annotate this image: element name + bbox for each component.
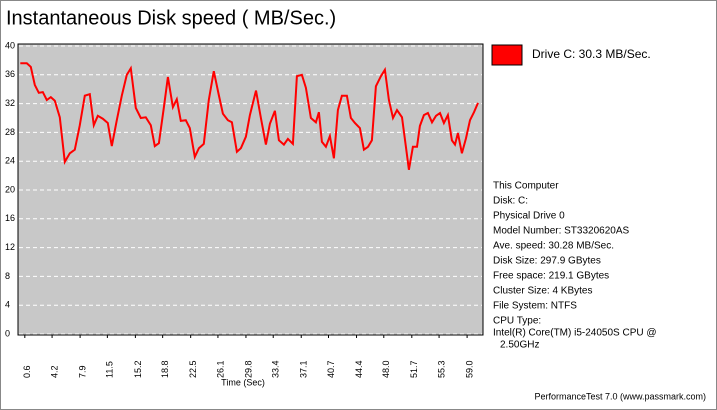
x-axis-label: Time (Sec) [221, 377, 265, 387]
legend-swatch [491, 44, 523, 66]
x-tick-label: 33.4 [271, 360, 281, 378]
x-tick-label: 59.0 [464, 360, 474, 378]
x-tick-label: 48.0 [381, 360, 391, 378]
y-tick-label: 28 [5, 127, 15, 137]
info-line: Disk Size: 297.9 GBytes [493, 256, 601, 267]
y-tick-label: 40 [5, 40, 15, 50]
x-tick-label: 0.6 [22, 365, 32, 378]
x-tick-label: 37.1 [299, 360, 309, 378]
x-tick-label: 18.8 [160, 360, 170, 378]
info-line: This Computer [493, 181, 559, 192]
x-tick-label: 4.2 [49, 365, 59, 378]
x-tick-label: 40.7 [326, 360, 336, 378]
y-tick-label: 0 [5, 328, 10, 338]
x-tick-label: 15.2 [133, 360, 143, 378]
series-line [20, 62, 479, 170]
x-tick-label: 22.5 [188, 360, 198, 378]
x-tick-label: 11.5 [105, 361, 115, 378]
footer: PerformanceTest 7.0 (www.passmark.com) [534, 391, 706, 401]
y-tick-label: 24 [5, 156, 15, 166]
y-tick-label: 20 [5, 184, 15, 194]
y-tick-label: 8 [5, 271, 10, 281]
x-tick-label: 29.8 [243, 360, 253, 378]
x-tick-label: 51.7 [409, 360, 419, 378]
info-line: Ave. speed: 30.28 MB/Sec. [493, 241, 614, 252]
chart-title: Instantaneous Disk speed ( MB/Sec.) [6, 7, 336, 29]
info-line: Intel(R) Core(TM) i5-24050S CPU @ [493, 328, 657, 339]
y-tick-label: 4 [5, 300, 10, 310]
y-tick-label: 12 [5, 242, 15, 252]
info-line: Physical Drive 0 [493, 211, 565, 222]
legend-label: Drive C: 30.3 MB/Sec. [532, 47, 651, 61]
y-tick-label: 16 [5, 213, 15, 223]
y-tick-label: 36 [5, 69, 15, 79]
x-tick-label: 44.4 [354, 360, 364, 378]
info-line: Free space: 219.1 GBytes [493, 271, 609, 282]
x-tick-label: 55.3 [436, 360, 446, 378]
info-line: Disk: C: [493, 196, 528, 207]
x-tick-label: 26.1 [215, 360, 225, 378]
y-tick-label: 32 [5, 98, 15, 108]
x-tick-label: 7.9 [77, 365, 87, 378]
info-line: Model Number: ST3320620AS [493, 226, 630, 237]
info-line: Cluster Size: 4 KBytes [493, 286, 592, 297]
info-line: CPU Type: [493, 316, 541, 327]
info-line: 2.50GHz [500, 340, 539, 351]
info-line: File System: NTFS [493, 301, 577, 312]
